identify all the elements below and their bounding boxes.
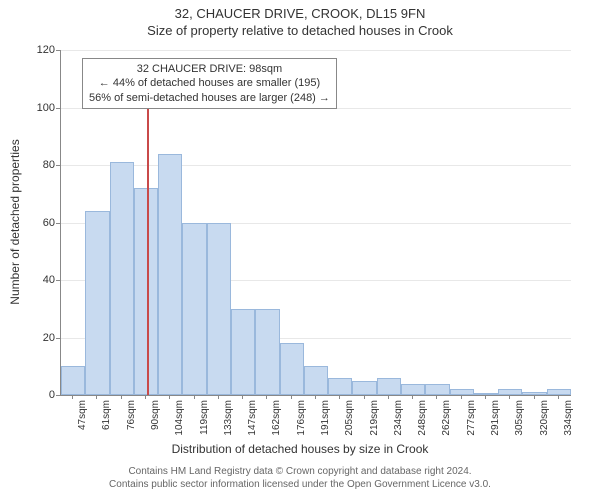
histogram-bar <box>352 381 376 395</box>
y-tick-label: 60 <box>43 217 55 229</box>
x-tick-label: 248sqm <box>417 400 428 450</box>
annotation-box: 32 CHAUCER DRIVE: 98sqm← 44% of detached… <box>82 58 337 109</box>
y-tick <box>56 223 60 224</box>
histogram-bar <box>328 378 352 395</box>
y-tick-label: 0 <box>49 389 55 401</box>
histogram-bar <box>498 389 522 395</box>
y-tick <box>56 108 60 109</box>
x-tick <box>291 395 292 399</box>
x-tick <box>364 395 365 399</box>
x-tick-label: 291sqm <box>490 400 501 450</box>
x-tick-label: 162sqm <box>271 400 282 450</box>
x-tick-label: 219sqm <box>369 400 380 450</box>
chart-container: 32, CHAUCER DRIVE, CROOK, DL15 9FN Size … <box>0 0 600 500</box>
x-tick <box>194 395 195 399</box>
histogram-bar <box>182 223 206 396</box>
x-tick <box>72 395 73 399</box>
x-tick-label: 205sqm <box>344 400 355 450</box>
histogram-bar <box>401 384 425 396</box>
y-tick <box>56 338 60 339</box>
x-tick-label: 76sqm <box>126 400 137 450</box>
histogram-bar <box>425 384 449 396</box>
x-tick <box>485 395 486 399</box>
histogram-bar <box>280 343 304 395</box>
x-tick-label: 334sqm <box>563 400 574 450</box>
y-tick <box>56 395 60 396</box>
histogram-bar <box>110 162 134 395</box>
x-tick <box>266 395 267 399</box>
x-tick <box>461 395 462 399</box>
x-tick-label: 133sqm <box>223 400 234 450</box>
x-tick <box>315 395 316 399</box>
histogram-bar <box>158 154 182 396</box>
histogram-bar <box>134 188 158 395</box>
x-tick-label: 262sqm <box>441 400 452 450</box>
x-tick <box>242 395 243 399</box>
x-tick-label: 191sqm <box>320 400 331 450</box>
grid-line <box>61 165 571 166</box>
y-tick <box>56 50 60 51</box>
histogram-bar <box>255 309 279 395</box>
x-tick <box>121 395 122 399</box>
x-tick <box>218 395 219 399</box>
y-tick-label: 120 <box>37 44 55 56</box>
x-tick-label: 234sqm <box>393 400 404 450</box>
histogram-bar <box>85 211 109 395</box>
x-tick-label: 305sqm <box>514 400 525 450</box>
x-tick <box>339 395 340 399</box>
histogram-bar <box>547 389 571 395</box>
x-tick-label: 90sqm <box>150 400 161 450</box>
y-tick-label: 20 <box>43 332 55 344</box>
y-tick <box>56 165 60 166</box>
x-tick-label: 176sqm <box>296 400 307 450</box>
y-tick-label: 100 <box>37 102 55 114</box>
chart-title: 32, CHAUCER DRIVE, CROOK, DL15 9FN <box>0 0 600 21</box>
histogram-bar <box>61 366 85 395</box>
grid-line <box>61 50 571 51</box>
x-tick <box>509 395 510 399</box>
histogram-bar <box>207 223 231 396</box>
x-tick <box>436 395 437 399</box>
footer-line-2: Contains public sector information licen… <box>0 478 600 491</box>
x-tick-label: 277sqm <box>466 400 477 450</box>
y-tick-label: 40 <box>43 274 55 286</box>
x-tick <box>169 395 170 399</box>
x-tick-label: 320sqm <box>539 400 550 450</box>
y-tick <box>56 280 60 281</box>
x-tick-label: 119sqm <box>199 400 210 450</box>
x-tick <box>388 395 389 399</box>
x-tick <box>558 395 559 399</box>
histogram-bar <box>231 309 255 395</box>
x-tick <box>412 395 413 399</box>
chart-footer: Contains HM Land Registry data © Crown c… <box>0 465 600 491</box>
footer-line-1: Contains HM Land Registry data © Crown c… <box>0 465 600 478</box>
annotation-line: ← 44% of detached houses are smaller (19… <box>89 76 330 90</box>
x-tick <box>145 395 146 399</box>
y-tick-label: 80 <box>43 159 55 171</box>
histogram-bar <box>304 366 328 395</box>
x-tick-label: 147sqm <box>247 400 258 450</box>
x-tick-label: 104sqm <box>174 400 185 450</box>
x-tick <box>96 395 97 399</box>
histogram-bar <box>522 392 546 395</box>
annotation-line: 56% of semi-detached houses are larger (… <box>89 91 330 105</box>
chart-subtitle: Size of property relative to detached ho… <box>0 21 600 38</box>
marker-line <box>147 85 149 396</box>
histogram-bar <box>450 389 474 395</box>
x-tick <box>534 395 535 399</box>
x-tick-label: 47sqm <box>77 400 88 450</box>
histogram-bar <box>377 378 401 395</box>
y-axis-label: Number of detached properties <box>8 57 22 222</box>
annotation-line: 32 CHAUCER DRIVE: 98sqm <box>89 62 330 76</box>
x-tick-label: 61sqm <box>101 400 112 450</box>
